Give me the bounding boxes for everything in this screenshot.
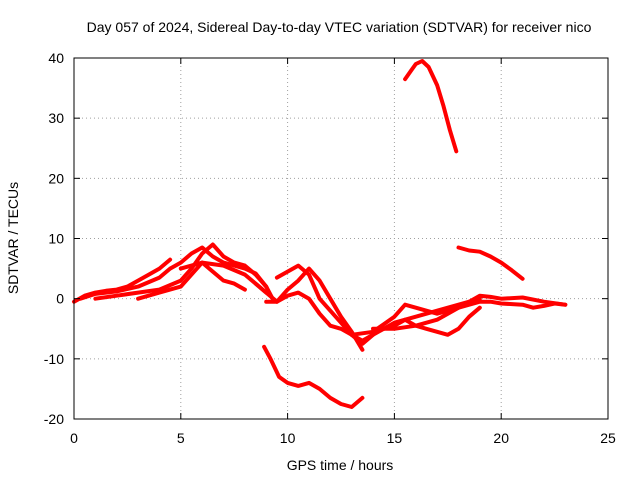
y-axis-label: SDTVAR / TECUs <box>5 182 21 294</box>
y-tick-label: -10 <box>44 351 64 367</box>
y-tick-label: -20 <box>44 411 64 427</box>
y-tick-label: 20 <box>48 170 64 186</box>
y-tick-label: 40 <box>48 50 64 66</box>
x-tick-label: 20 <box>493 430 509 446</box>
series-track-3 <box>93 242 269 301</box>
data-series <box>72 59 568 409</box>
x-axis-label: GPS time / hours <box>287 457 394 473</box>
x-tick-label: 0 <box>70 430 78 446</box>
axis-ticks: 0 5 10 15 20 25 -20 -10 0 10 20 30 40 <box>44 50 616 446</box>
grid <box>74 58 608 419</box>
chart-title: Day 057 of 2024, Sidereal Day-to-day VTE… <box>87 19 592 35</box>
series-track-14 <box>456 245 525 281</box>
x-tick-label: 25 <box>600 430 616 446</box>
series-track-8 <box>264 290 375 346</box>
series-track-6 <box>253 266 365 352</box>
series-track-10 <box>371 299 568 331</box>
series-track-12 <box>262 344 365 409</box>
series-track-11 <box>381 305 482 337</box>
y-tick-label: 0 <box>56 291 64 307</box>
y-tick-label: 30 <box>48 110 64 126</box>
x-tick-label: 15 <box>387 430 403 446</box>
y-tick-label: 10 <box>48 231 64 247</box>
x-tick-label: 10 <box>280 430 296 446</box>
x-tick-label: 5 <box>177 430 185 446</box>
series-track-13 <box>403 59 459 154</box>
